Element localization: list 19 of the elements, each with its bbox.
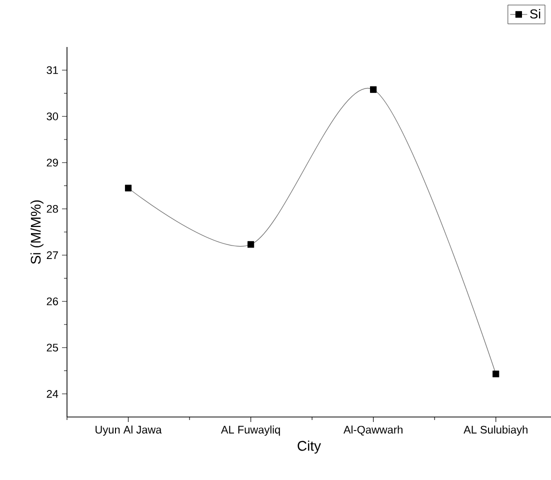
point xyxy=(492,370,500,378)
x-axis-title: City xyxy=(298,440,321,454)
y-tick-label: 31 xyxy=(46,66,58,74)
x-tick-label: AL Fuwayliq xyxy=(220,426,280,436)
y-tick-label: 26 xyxy=(46,298,58,306)
point xyxy=(124,184,132,192)
y-axis-title: Si (M/M%) xyxy=(30,200,44,264)
y-tick-label: 29 xyxy=(46,158,58,167)
x-tick-label: Uyun Al Jawa xyxy=(96,426,162,436)
x-tick-label: Al-Qawwarh xyxy=(344,426,402,436)
legend-label: Si xyxy=(530,9,540,19)
y-tick-label: 30 xyxy=(46,112,58,120)
x-tick-label: AL Sulubiayh xyxy=(464,426,528,436)
point xyxy=(370,86,377,93)
y-tick-label: 27 xyxy=(46,251,58,259)
y-tick-label: 24 xyxy=(46,390,58,398)
y-tick-label: 28 xyxy=(46,205,58,213)
y-tick-label: 25 xyxy=(46,344,58,352)
point xyxy=(247,241,254,248)
